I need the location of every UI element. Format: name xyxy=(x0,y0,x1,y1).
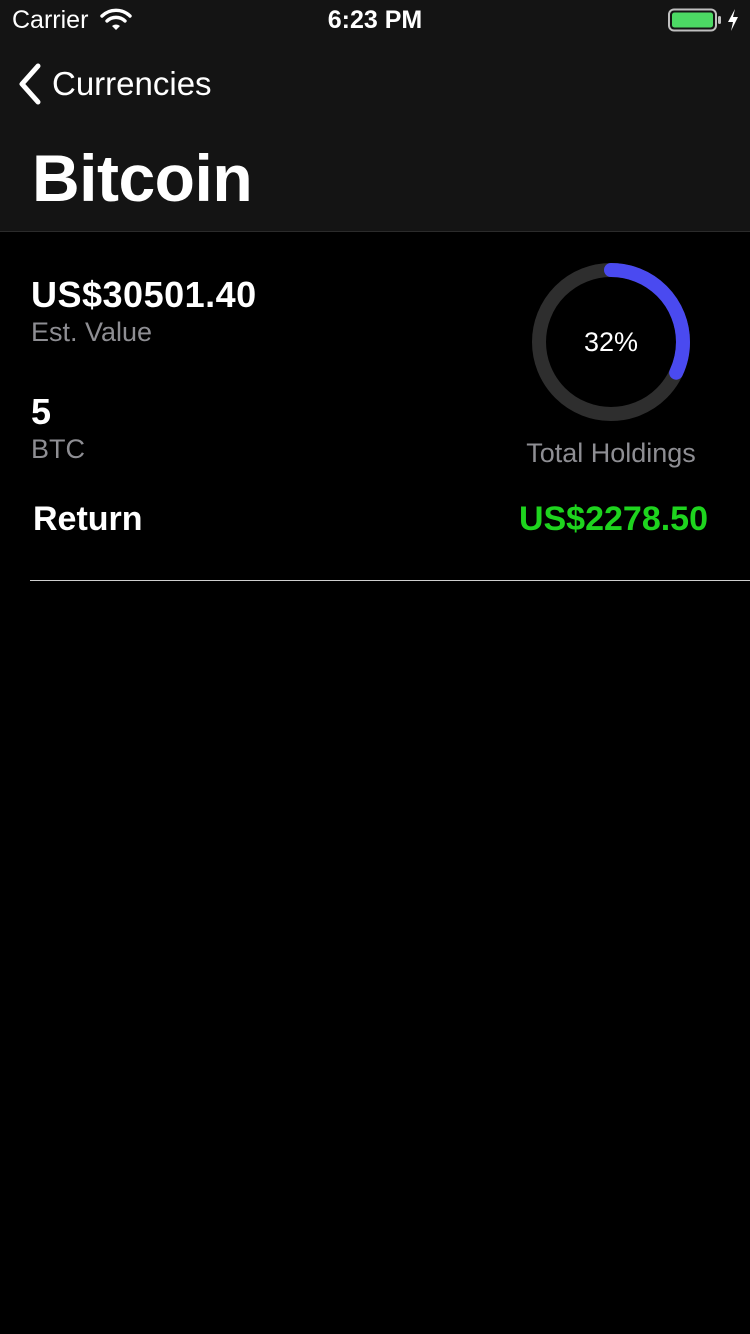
holding-amount: 5 xyxy=(31,391,52,432)
status-time: 6:23 PM xyxy=(327,6,423,34)
divider xyxy=(30,580,750,581)
back-button-label: Currencies xyxy=(52,65,212,102)
carrier-label: Carrier xyxy=(12,6,89,34)
holdings-share-percent: 32% xyxy=(583,327,639,357)
page-title: Bitcoin xyxy=(32,141,253,215)
estimated-value: US$30501.40 xyxy=(31,274,257,315)
battery-icon xyxy=(668,8,721,32)
status-bar: Carrier 6:23 PM xyxy=(0,0,750,40)
estimated-value-label: Est. Value xyxy=(31,317,153,347)
back-button[interactable]: Currencies xyxy=(14,60,212,108)
charging-icon xyxy=(728,9,738,31)
currency-symbol: BTC xyxy=(31,434,85,464)
return-value: US$2278.50 xyxy=(518,500,708,538)
navigation-bar: Carrier 6:23 PM Currencies Bitcoin xyxy=(0,0,750,232)
holdings-share-label: Total Holdings xyxy=(526,438,696,468)
holdings-share-ring xyxy=(532,263,690,421)
chevron-left-icon xyxy=(19,63,41,105)
ring-progress xyxy=(532,263,690,421)
wifi-icon xyxy=(100,8,132,30)
return-label: Return xyxy=(33,500,143,538)
